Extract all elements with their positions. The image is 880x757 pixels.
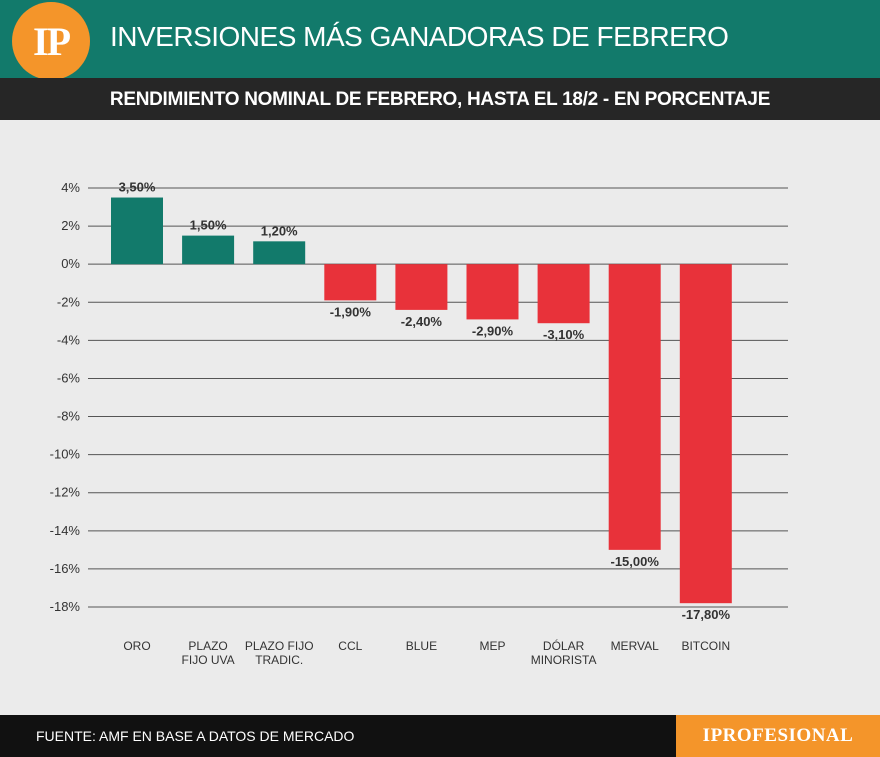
bar xyxy=(182,235,235,265)
data-label: 1,50% xyxy=(190,218,227,233)
iprofesional-logo: IPROFESIONAL xyxy=(676,715,880,757)
y-tick-label: -4% xyxy=(57,332,81,347)
bar xyxy=(111,197,163,265)
data-label: -1,90% xyxy=(330,304,372,319)
source-note: FUENTE: AMF EN BASE A DATOS DE MERCADO xyxy=(36,728,355,744)
category-label: ORO xyxy=(123,639,150,653)
data-label: -3,10% xyxy=(543,327,585,342)
category-label: MEP xyxy=(479,639,505,653)
y-tick-label: -18% xyxy=(50,599,81,614)
y-tick-label: 0% xyxy=(61,256,80,271)
subheader-bar: RENDIMIENTO NOMINAL DE FEBRERO, HASTA EL… xyxy=(0,78,880,120)
category-label: BLUE xyxy=(406,639,437,653)
bar xyxy=(608,264,661,550)
category-label: PLAZO FIJO UVA xyxy=(182,639,235,667)
data-label: 1,20% xyxy=(261,223,298,238)
y-tick-label: -6% xyxy=(57,370,81,385)
ip-logo: IP xyxy=(12,2,90,80)
footer-bar: FUENTE: AMF EN BASE A DATOS DE MERCADO I… xyxy=(0,715,880,757)
category-label: PLAZO FIJO TRADIC. xyxy=(245,639,314,667)
bar xyxy=(466,264,519,320)
bar-chart: 4% 2% 0% -2% -4% -6% -8% -10% -12% -14% -16% -18% 3,… xyxy=(50,180,788,667)
y-tick-label: -16% xyxy=(50,561,81,576)
y-tick-label: 4% xyxy=(61,180,80,195)
bar xyxy=(395,264,448,310)
y-tick-label: -10% xyxy=(50,447,81,462)
data-label: 3,50% xyxy=(119,180,156,195)
y-tick-label: -2% xyxy=(57,294,81,309)
y-tick-label: -14% xyxy=(50,523,81,538)
chart-subtitle: RENDIMIENTO NOMINAL DE FEBRERO, HASTA EL… xyxy=(109,89,771,110)
category-label: CCL xyxy=(338,639,362,653)
bar xyxy=(324,264,377,301)
header-bar: IP INVERSIONES MÁS GANADORAS DE FEBRERO xyxy=(0,0,880,80)
data-label: -2,40% xyxy=(401,314,443,329)
data-label: -2,90% xyxy=(472,323,514,338)
bar xyxy=(253,241,306,265)
category-label: MERVAL xyxy=(611,639,660,653)
page-title: INVERSIONES MÁS GANADORAS DE FEBRERO xyxy=(110,21,729,52)
y-tick-label: -12% xyxy=(50,485,81,500)
y-tick-label: -8% xyxy=(57,409,81,424)
y-tick-label: 2% xyxy=(61,218,80,233)
data-label: -15,00% xyxy=(610,554,659,569)
category-label: DÓLAR MINORISTA xyxy=(531,638,597,667)
bar xyxy=(537,264,590,324)
bar xyxy=(679,264,732,604)
category-label: BITCOIN xyxy=(681,639,730,653)
data-label: -17,80% xyxy=(682,607,731,622)
